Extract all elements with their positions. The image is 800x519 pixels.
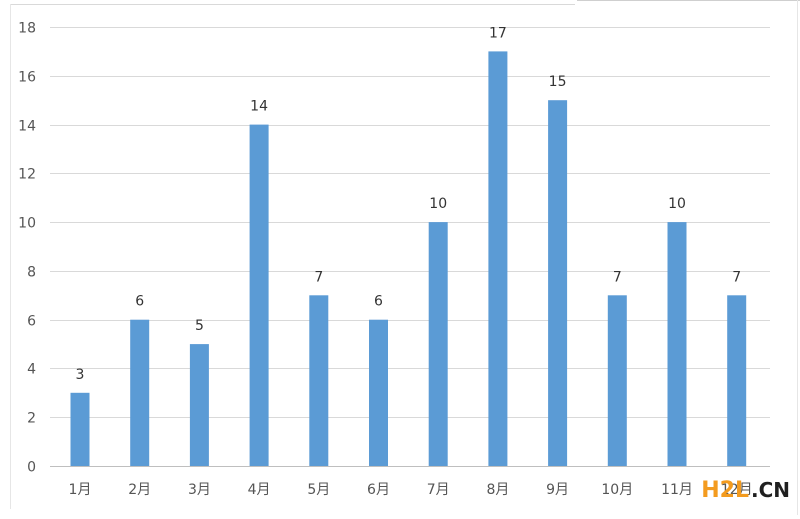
bar (428, 222, 448, 466)
data-label: 6 (374, 294, 383, 310)
data-label: 15 (549, 74, 567, 90)
frame-left-border (10, 4, 11, 509)
data-label: 7 (613, 269, 622, 285)
data-label: 10 (668, 196, 686, 212)
x-category-label: 10月 (601, 482, 633, 498)
y-axis-ticks: 0 2 4 6 8 10 12 14 16 18 (18, 21, 36, 476)
x-category-label: 4月 (248, 482, 271, 498)
frame-top-right-border (577, 0, 800, 1)
watermark-domain: .CN (750, 478, 790, 502)
x-category-label: 8月 (486, 482, 509, 498)
x-category-label: 2月 (128, 482, 151, 498)
data-label: 7 (732, 269, 741, 285)
y-tick-label: 16 (18, 70, 36, 86)
x-category-label: 5月 (307, 482, 330, 498)
data-label: 17 (489, 25, 507, 41)
gridlines (50, 27, 770, 467)
bar (309, 295, 329, 466)
y-tick-label: 12 (18, 167, 36, 183)
bars (70, 51, 747, 467)
data-label: 10 (429, 196, 447, 212)
y-tick-label: 2 (27, 411, 36, 427)
y-tick-label: 10 (18, 216, 36, 232)
x-category-label: 3月 (188, 482, 211, 498)
data-label: 5 (195, 318, 204, 334)
x-category-label: 7月 (427, 482, 450, 498)
y-tick-label: 0 (27, 460, 36, 476)
y-tick-label: 6 (27, 314, 36, 330)
bar (369, 319, 388, 466)
bar (189, 344, 209, 466)
y-tick-label: 14 (18, 119, 36, 135)
data-label: 3 (76, 367, 85, 383)
x-category-label: 6月 (367, 482, 390, 498)
bar (70, 392, 90, 466)
y-tick-label: 18 (18, 21, 36, 37)
data-label: 7 (314, 269, 323, 285)
frame-top-border (10, 4, 575, 5)
bar (727, 295, 747, 466)
x-axis-categories: 1月 2月 3月 4月 5月 6月 7月 8月 9月 10月 11月 12月 (69, 482, 753, 498)
bar (130, 319, 150, 466)
data-label: 14 (250, 99, 268, 115)
x-category-label: 11月 (661, 482, 693, 498)
x-category-label: 9月 (546, 482, 569, 498)
bar (249, 124, 269, 466)
site-watermark: H2L .CN (701, 478, 790, 503)
bar (607, 295, 627, 466)
data-labels: 3 6 5 14 7 6 10 17 15 7 10 7 (76, 25, 742, 382)
x-category-label: 1月 (69, 482, 92, 498)
frame-right-border (797, 0, 798, 515)
data-label: 6 (135, 294, 144, 310)
x-category-label: 12月 (721, 482, 753, 498)
bar (488, 51, 508, 467)
bar (548, 100, 568, 466)
bar (667, 222, 687, 466)
y-tick-label: 4 (27, 362, 36, 378)
watermark-brand: H2L (701, 478, 749, 503)
y-tick-label: 8 (27, 265, 36, 281)
